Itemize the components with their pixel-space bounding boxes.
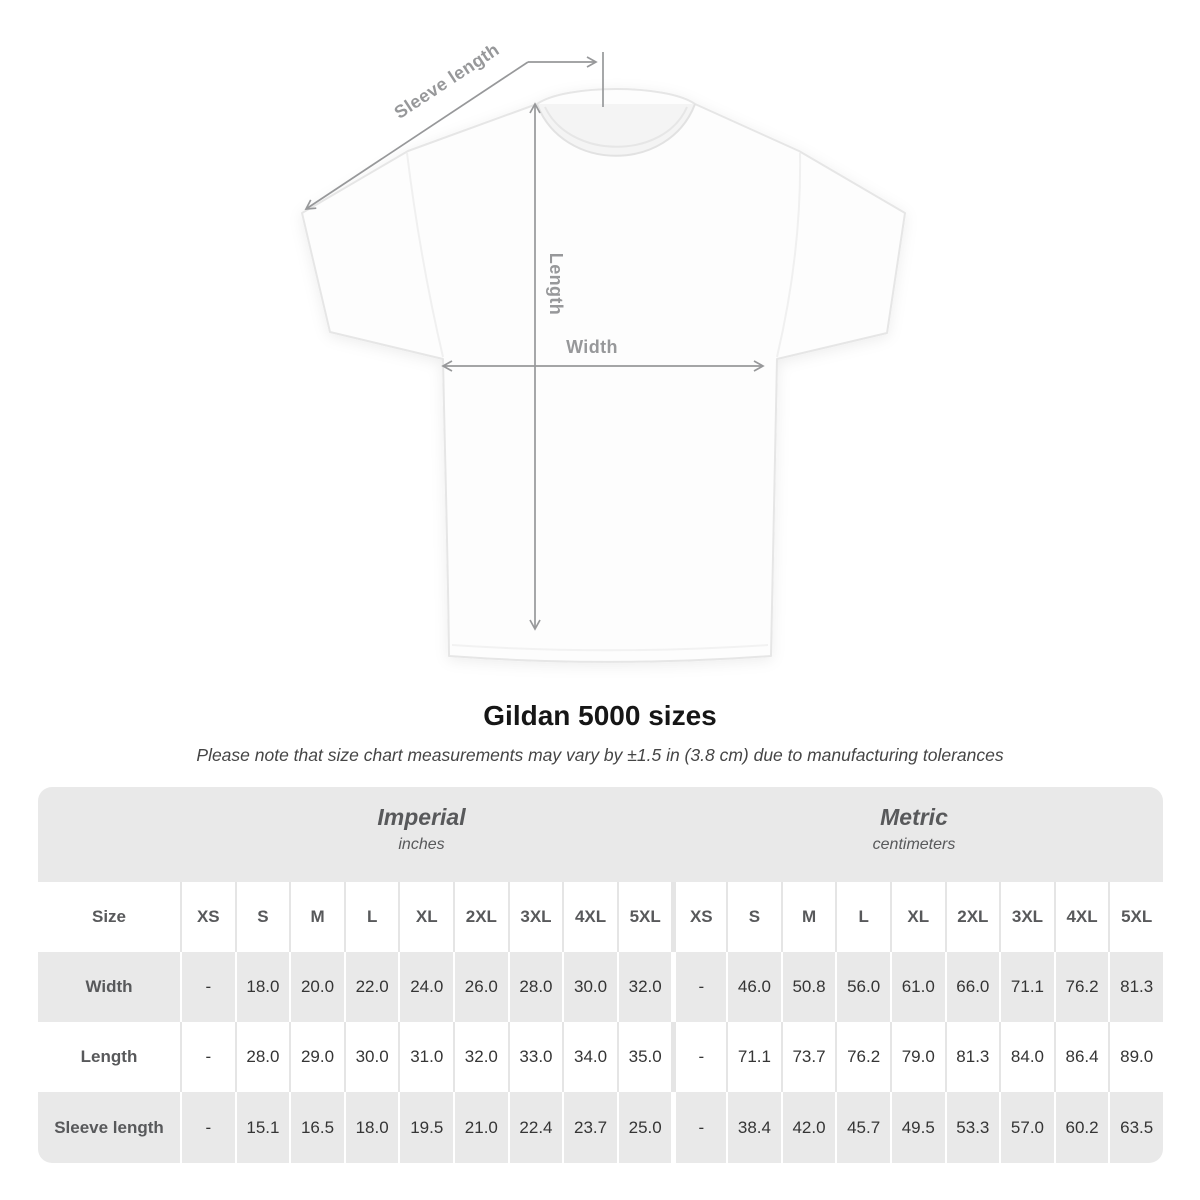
value-cell-imperial: 32.0 [616,952,672,1022]
row-label: Sleeve length [54,1117,164,1137]
length-row: Length -28.0 29.0 30.0 31.0 32.0 33.0 34.0 35.0-… [38,1022,1163,1092]
sleeve-length-arrow [304,61,529,210]
value-cell-metric: 89.0 [1108,1022,1163,1092]
size-header-imperial: M [289,882,344,952]
value-cell-imperial: 28.0 [507,952,563,1022]
size-header-metric: L [835,882,890,952]
value-cell-imperial: 33.0 [507,1022,563,1092]
size-header-imperial: S [234,882,290,952]
row-label: Length [80,1047,138,1066]
value-cell-imperial: 34.0 [562,1022,617,1092]
dimension-lines [304,52,765,631]
value-cell-metric: 66.0 [944,952,1000,1022]
tolerance-note: Please note that size chart measurements… [196,745,1004,765]
value-cell-metric: 53.3 [944,1092,1000,1163]
collar [536,103,696,157]
value-cell-metric: - [671,1022,726,1092]
value-cell-metric: 45.7 [835,1092,890,1163]
size-header-row: Size XS S M L XL 2XL 3XL 4XL 5XL XS S M L XL 2XL 3XL 4XL 5… [38,882,1163,952]
value-cell-metric: 84.0 [999,1022,1054,1092]
value-cell-imperial: 23.7 [562,1092,617,1163]
value-cell-metric: 76.2 [1053,952,1109,1022]
value-cell-imperial: 28.0 [234,1022,290,1092]
value-cell-imperial: 31.0 [398,1022,453,1092]
value-cell-metric: - [671,952,726,1022]
size-header-imperial: XL [398,882,453,952]
value-cell-imperial: 22.4 [507,1092,563,1163]
tshirt-illustration [301,88,906,663]
value-cell-imperial: 32.0 [453,1022,508,1092]
size-header-metric: 5XL [1108,882,1163,952]
value-cell-imperial: 30.0 [343,1022,399,1092]
value-cell-imperial: 26.0 [453,952,508,1022]
value-cell-metric: 71.1 [726,1022,781,1092]
value-cell-imperial: - [180,1022,235,1092]
value-cell-imperial: 29.0 [289,1022,344,1092]
value-cell-imperial: 24.0 [398,952,453,1022]
size-header-metric: XL [889,882,945,952]
value-cell-metric: 79.0 [889,1022,945,1092]
size-header-metric: S [726,882,781,952]
value-cell-imperial: 21.0 [453,1092,508,1163]
imperial-group-unit: inches [398,836,445,853]
size-header-imperial: 5XL [616,882,672,952]
sleeve-length-label: Sleeve length [391,39,503,122]
metric-group-name: Metric [880,804,948,830]
row-label: Width [85,977,133,996]
value-cell-metric: 56.0 [835,952,890,1022]
value-cell-metric: 50.8 [780,952,836,1022]
size-header-imperial: 3XL [507,882,563,952]
value-cell-imperial: 20.0 [289,952,344,1022]
tshirt-measurement-diagram: Sleeve length Length Width [301,39,906,663]
size-column-header: Size [91,907,127,926]
size-header-metric: XS [671,882,726,952]
value-cell-metric: 60.2 [1053,1092,1109,1163]
page-title: Gildan 5000 sizes [483,700,717,731]
value-cell-imperial: 25.0 [616,1092,672,1163]
value-cell-metric: 61.0 [889,952,945,1022]
value-cell-metric: 73.7 [780,1022,836,1092]
size-header-metric: 2XL [944,882,1000,952]
value-cell-metric: 57.0 [999,1092,1054,1163]
metric-group-header: Metric centimeters [668,803,1160,856]
value-cell-imperial: 22.0 [343,952,399,1022]
value-cell-imperial: 16.5 [289,1092,344,1163]
value-cell-imperial: 18.0 [234,952,290,1022]
size-header-imperial: 4XL [562,882,617,952]
value-cell-imperial: - [180,952,235,1022]
value-cell-imperial: 15.1 [234,1092,290,1163]
size-header-imperial: L [343,882,399,952]
size-header-imperial: 2XL [453,882,508,952]
value-cell-imperial: 18.0 [343,1092,399,1163]
value-cell-metric: 63.5 [1108,1092,1163,1163]
value-cell-imperial: - [180,1092,235,1163]
value-cell-metric: 46.0 [726,952,781,1022]
value-cell-imperial: 19.5 [398,1092,453,1163]
value-cell-metric: - [671,1092,726,1163]
sleeve-length-row: Sleeve length -15.1 16.5 18.0 19.5 21.0 22.4 23… [38,1092,1163,1163]
unit-group-header-band: Imperial inches Metric centimeters [38,787,1163,882]
value-cell-metric: 38.4 [726,1092,781,1163]
value-cell-metric: 86.4 [1053,1022,1109,1092]
value-cell-metric: 81.3 [1108,952,1163,1022]
value-cell-metric: 81.3 [944,1022,1000,1092]
size-header-metric: M [780,882,836,952]
size-chart-table: Imperial inches Metric centimeters Size X… [38,787,1163,1163]
imperial-group-header: Imperial inches [180,803,663,856]
size-header-metric: 4XL [1053,882,1109,952]
imperial-group-name: Imperial [377,804,466,830]
value-cell-imperial: 30.0 [562,952,617,1022]
value-cell-metric: 49.5 [889,1092,945,1163]
width-row: Width -18.0 20.0 22.0 24.0 26.0 28.0 30.0 32.0-4… [38,952,1163,1022]
value-cell-metric: 71.1 [999,952,1054,1022]
size-header-metric: 3XL [999,882,1054,952]
width-label: Width [566,337,618,357]
value-cell-metric: 42.0 [780,1092,836,1163]
value-cell-metric: 76.2 [835,1022,890,1092]
size-header-imperial: XS [180,882,235,952]
length-label: Length [546,253,566,315]
metric-group-unit: centimeters [872,836,956,853]
value-cell-imperial: 35.0 [616,1022,672,1092]
